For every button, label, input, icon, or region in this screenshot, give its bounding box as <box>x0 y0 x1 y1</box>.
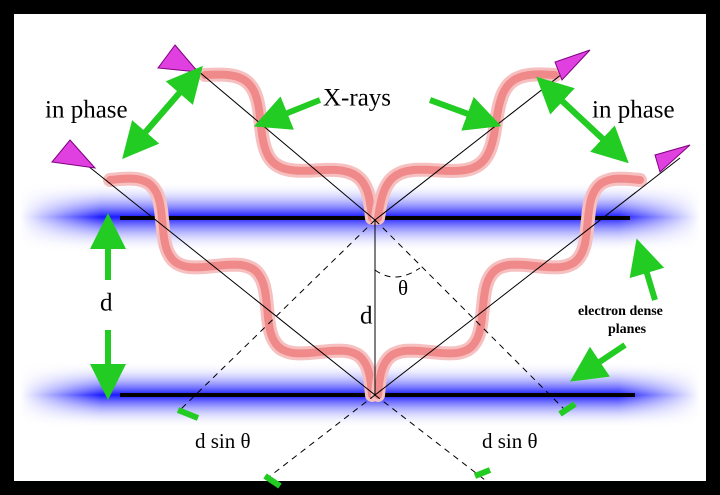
label-planes: planes <box>608 322 647 337</box>
label-d-sin-theta: d sin θ <box>195 429 251 453</box>
label-electron-dense: electron dense <box>578 304 663 319</box>
label-theta: θ <box>398 276 408 300</box>
label-in-phase: in phase <box>45 97 128 124</box>
label-d: d <box>100 290 113 317</box>
label-x-rays: X-rays <box>323 85 391 112</box>
label-in-phase: in phase <box>592 97 675 124</box>
label-d: d <box>360 303 373 330</box>
bragg-diagram: in phase in phase X-rays d d θ electron … <box>0 0 720 495</box>
label-d-sin-theta: d sin θ <box>482 429 538 453</box>
